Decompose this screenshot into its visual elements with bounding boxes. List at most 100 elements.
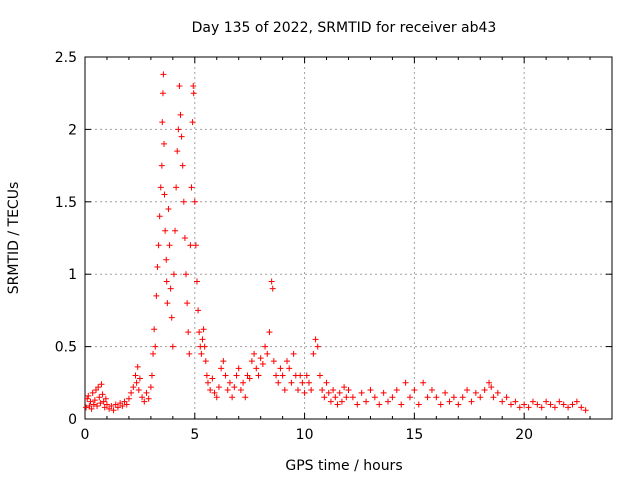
data-point bbox=[99, 391, 106, 398]
data-point bbox=[168, 314, 175, 321]
data-point bbox=[477, 394, 484, 401]
data-point bbox=[569, 401, 576, 408]
data-point bbox=[503, 394, 510, 401]
data-point bbox=[270, 358, 277, 365]
data-point bbox=[284, 358, 291, 365]
data-point bbox=[96, 394, 103, 401]
data-point bbox=[380, 389, 387, 396]
data-point bbox=[389, 394, 396, 401]
data-point bbox=[551, 404, 558, 411]
data-point bbox=[402, 379, 409, 386]
data-point bbox=[90, 401, 97, 408]
data-point bbox=[133, 379, 140, 386]
data-point bbox=[201, 343, 208, 350]
data-point bbox=[345, 387, 352, 394]
data-point bbox=[578, 404, 585, 411]
data-point bbox=[281, 387, 288, 394]
data-point bbox=[428, 387, 435, 394]
data-point bbox=[148, 372, 155, 379]
data-point bbox=[338, 398, 345, 405]
data-point bbox=[110, 407, 117, 414]
data-point bbox=[94, 402, 101, 409]
data-point bbox=[136, 375, 143, 382]
data-point bbox=[273, 372, 280, 379]
data-point bbox=[312, 336, 319, 343]
data-point bbox=[472, 389, 479, 396]
data-point bbox=[367, 387, 374, 394]
data-point bbox=[446, 398, 453, 405]
data-point bbox=[450, 394, 457, 401]
data-point bbox=[165, 206, 172, 213]
data-point bbox=[177, 111, 184, 118]
data-point bbox=[358, 389, 365, 396]
data-point bbox=[310, 350, 317, 357]
data-point bbox=[321, 394, 328, 401]
data-point bbox=[376, 401, 383, 408]
data-point bbox=[248, 358, 255, 365]
data-point bbox=[209, 375, 216, 382]
data-point bbox=[565, 404, 572, 411]
data-point bbox=[308, 387, 315, 394]
data-point bbox=[199, 336, 206, 343]
data-point bbox=[85, 392, 92, 399]
data-point bbox=[269, 285, 276, 292]
data-point bbox=[582, 407, 589, 414]
data-point bbox=[266, 329, 273, 336]
data-point bbox=[341, 384, 348, 391]
data-point bbox=[316, 372, 323, 379]
data-point bbox=[301, 389, 308, 396]
data-point bbox=[297, 372, 304, 379]
data-point bbox=[175, 126, 182, 133]
data-point bbox=[183, 271, 190, 278]
x-tick-label: 15 bbox=[405, 427, 423, 443]
data-point bbox=[499, 398, 506, 405]
data-point bbox=[173, 184, 180, 191]
data-point bbox=[288, 379, 295, 386]
data-point bbox=[488, 384, 495, 391]
data-point bbox=[334, 401, 341, 408]
data-point bbox=[174, 148, 181, 155]
data-point bbox=[153, 292, 160, 299]
data-point bbox=[170, 271, 177, 278]
data-point bbox=[143, 389, 150, 396]
data-point bbox=[525, 404, 532, 411]
data-point bbox=[424, 394, 431, 401]
data-point bbox=[237, 387, 244, 394]
data-point bbox=[188, 184, 195, 191]
data-point bbox=[159, 90, 166, 97]
data-point bbox=[204, 379, 211, 386]
grid-lines bbox=[85, 57, 612, 419]
data-point bbox=[336, 389, 343, 396]
y-tick-label: 1.5 bbox=[55, 195, 77, 211]
y-tick-label: 2.5 bbox=[55, 50, 77, 66]
data-point bbox=[164, 300, 171, 307]
data-point bbox=[192, 242, 199, 249]
data-point bbox=[139, 394, 146, 401]
data-point bbox=[253, 365, 260, 372]
data-point bbox=[162, 227, 169, 234]
data-point bbox=[464, 387, 471, 394]
data-point bbox=[242, 394, 249, 401]
data-point bbox=[224, 387, 231, 394]
data-point bbox=[220, 358, 227, 365]
data-point bbox=[195, 307, 202, 314]
data-point bbox=[516, 404, 523, 411]
data-point bbox=[125, 395, 132, 402]
data-point bbox=[91, 397, 98, 404]
data-point bbox=[159, 119, 166, 126]
data-point bbox=[275, 379, 282, 386]
data-point bbox=[534, 401, 541, 408]
data-point bbox=[130, 384, 137, 391]
data-point bbox=[393, 387, 400, 394]
data-point bbox=[83, 404, 90, 411]
data-point bbox=[277, 365, 284, 372]
data-point bbox=[184, 300, 191, 307]
axis-ticks: 0 5 10 15 20 0 0.5 1 1.5 2 2.5 bbox=[55, 50, 612, 443]
data-point bbox=[255, 372, 262, 379]
data-point bbox=[200, 326, 207, 333]
data-point bbox=[556, 398, 563, 405]
data-point bbox=[198, 350, 205, 357]
data-point bbox=[319, 387, 326, 394]
data-point bbox=[494, 389, 501, 396]
data-point bbox=[420, 379, 427, 386]
